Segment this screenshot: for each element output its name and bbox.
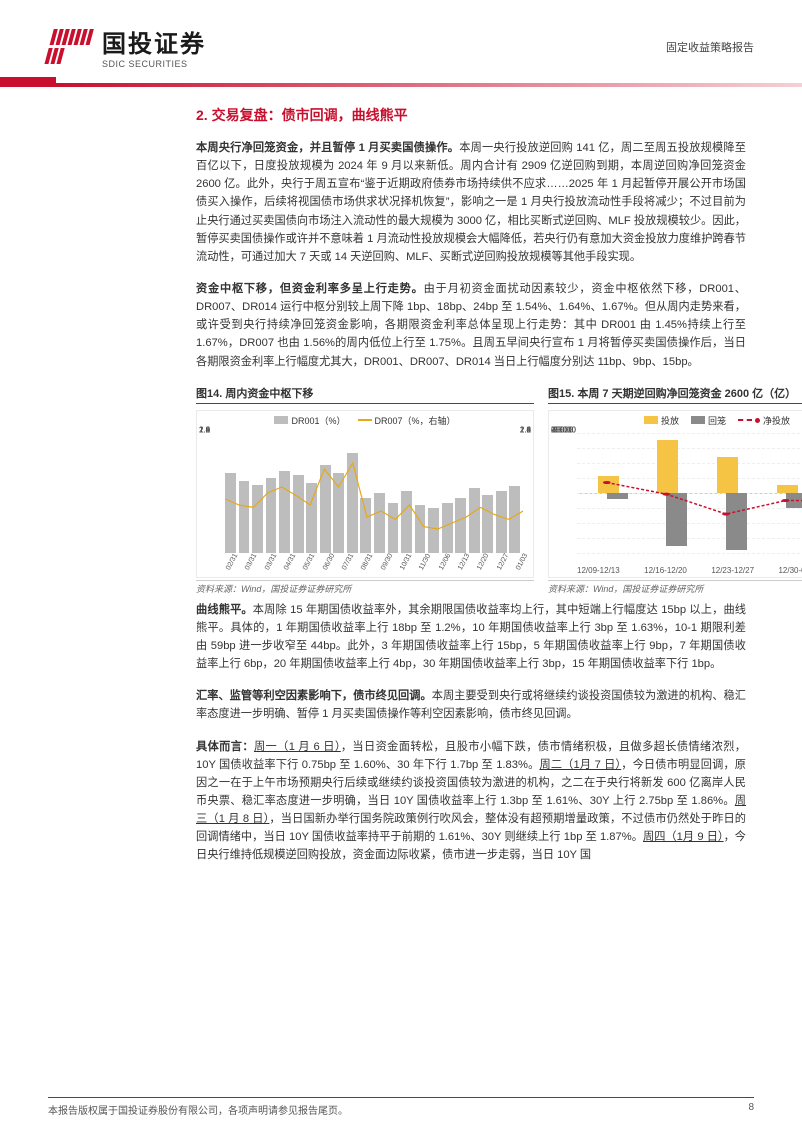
chart14-legend: DR001（%） DR007（%，右轴） <box>197 411 533 430</box>
p2-lead: 资金中枢下移，但资金利率多呈上行走势。 <box>196 283 424 295</box>
chart15-plot <box>577 433 802 553</box>
page-footer: 本报告版权属于国投证券股份有限公司，各项声明请参见报告尾页。 8 <box>48 1097 754 1117</box>
paragraph-1: 本周央行净回笼资金，并且暂停 1 月买卖国债操作。本周一央行投放逆回购 141 … <box>196 139 746 266</box>
chart14-source: 资料来源：Wind，国投证券证券研究所 <box>196 580 534 595</box>
p4-lead: 汇率、监管等利空因素影响下，债市终见回调。 <box>196 690 432 702</box>
p2-body: 由于月初资金面扰动因素较少，资金中枢依然下移，DR001、DR007、DR014… <box>196 283 746 368</box>
paragraph-5: 具体而言：周一（1 月 6 日），当日资金面转松，且股市小幅下跌，债市情绪积极，… <box>196 738 746 865</box>
p5-d1: 周一（1 月 6 日） <box>254 741 341 753</box>
chart14-canvas: DR001（%） DR007（%，右轴） 02/3103/3103/3104/3… <box>196 410 534 578</box>
p3-lead: 曲线熊平。 <box>196 604 253 616</box>
chart15-canvas: 投放 回笼 净投放 12/09-12/1312/16-12/2012/23-12… <box>548 410 802 578</box>
p1-lead: 本周央行净回笼资金，并且暂停 1 月买卖国债操作。 <box>196 142 459 154</box>
chart14-block: 图14. 周内资金中枢下移 DR001（%） DR007（%，右轴） 02/31… <box>196 385 534 595</box>
p5-d2: 周二（1月 7 日） <box>539 759 621 771</box>
p5-d4: 周四（1月 9 日） <box>643 831 724 843</box>
chart14-plot <box>225 433 523 553</box>
logo-en: SDIC SECURITIES <box>102 59 206 69</box>
p5-lead: 具体而言： <box>196 741 254 753</box>
chart15-source: 资料来源：Wind，国投证券证券研究所 <box>548 580 802 595</box>
paragraph-2: 资金中枢下移，但资金利率多呈上行走势。由于月初资金面扰动因素较少，资金中枢依然下… <box>196 280 746 371</box>
legend-put: 投放 <box>644 414 679 427</box>
legend-back: 回笼 <box>691 414 726 427</box>
header-subtitle: 固定收益策略报告 <box>666 39 754 55</box>
content-area: 2. 交易复盘：债市回调，曲线熊平 本周央行净回笼资金，并且暂停 1 月买卖国债… <box>0 87 802 865</box>
footer-text: 本报告版权属于国投证券股份有限公司，各项声明请参见报告尾页。 <box>48 1102 348 1117</box>
divider-bar <box>0 77 802 87</box>
paragraph-4: 汇率、监管等利空因素影响下，债市终见回调。本周主要受到央行或将继续约谈投资国债较… <box>196 687 746 723</box>
legend-net: 净投放 <box>738 414 790 427</box>
chart15-block: 图15. 本周 7 天期逆回购净回笼资金 2600 亿（亿） 投放 回笼 净投放… <box>548 385 802 595</box>
chart15-title: 图15. 本周 7 天期逆回购净回笼资金 2600 亿（亿） <box>548 385 802 404</box>
page-header: 国投证券 SDIC SECURITIES 固定收益策略报告 <box>0 0 802 77</box>
chart15-legend: 投放 回笼 净投放 <box>549 411 802 430</box>
logo-block: 国投证券 SDIC SECURITIES <box>48 24 206 69</box>
chart14-title: 图14. 周内资金中枢下移 <box>196 385 534 404</box>
chart14-xaxis: 02/3103/3103/3104/3105/3106/3007/3108/31… <box>225 568 523 575</box>
chart15-xaxis: 12/09-12/1312/16-12/2012/23-12/2712/30-0… <box>577 566 802 575</box>
p1-body: 本周一央行投放逆回购 141 亿，周二至周五投放规模降至百亿以下，日度投放规模为… <box>196 142 746 263</box>
legend-dr007: DR007（%，右轴） <box>358 414 456 427</box>
page-number: 8 <box>748 1102 754 1117</box>
logo-text: 国投证券 SDIC SECURITIES <box>102 24 206 69</box>
logo-cn: 国投证券 <box>102 24 206 59</box>
logo-icon <box>43 28 97 66</box>
p3-body: 本周除 15 年期国债收益率外，其余期限国债收益率均上行，其中短端上行幅度达 1… <box>196 604 746 670</box>
paragraph-3: 曲线熊平。本周除 15 年期国债收益率外，其余期限国债收益率均上行，其中短端上行… <box>196 601 746 674</box>
section-title: 2. 交易复盘：债市回调，曲线熊平 <box>196 105 746 125</box>
charts-row: 图14. 周内资金中枢下移 DR001（%） DR007（%，右轴） 02/31… <box>56 385 802 595</box>
legend-dr001: DR001（%） <box>274 414 345 427</box>
